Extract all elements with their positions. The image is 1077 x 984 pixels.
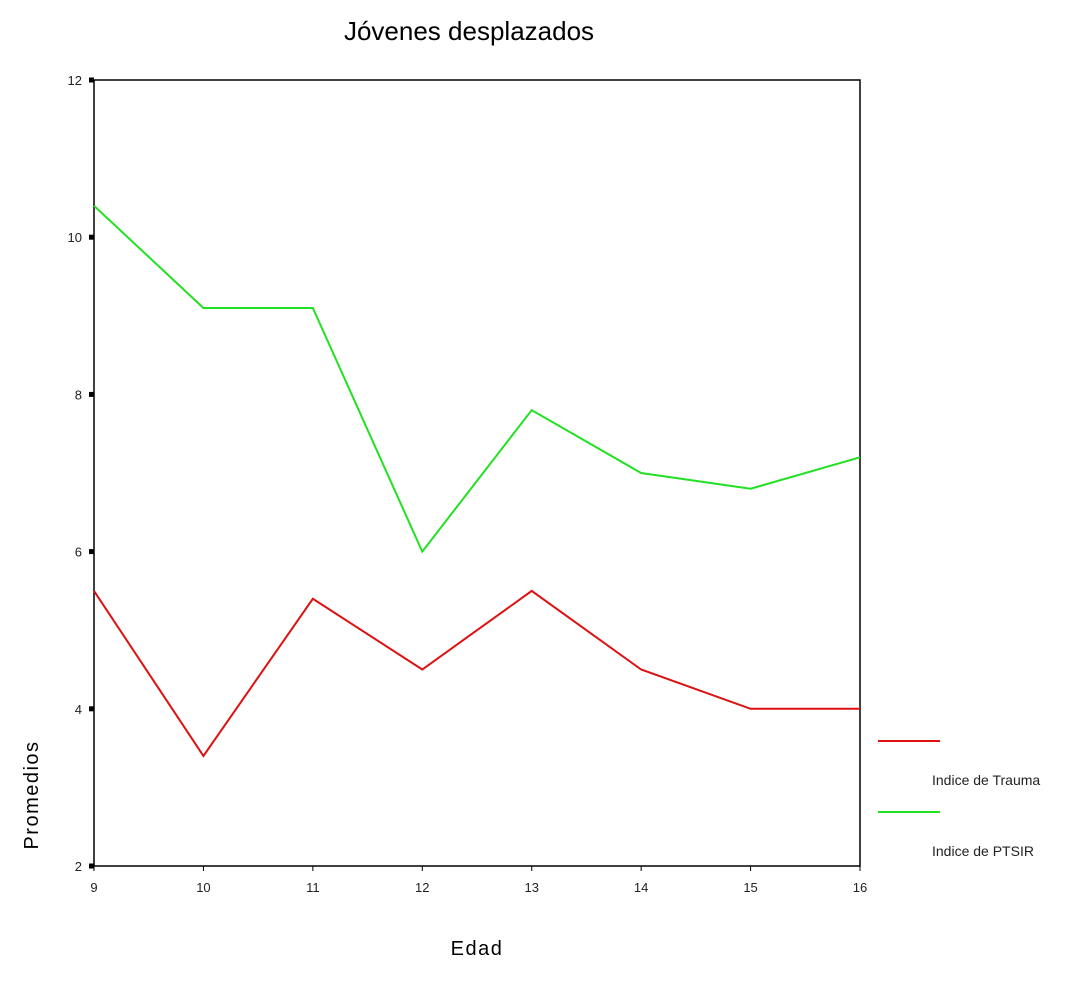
y-tick-label: 2 xyxy=(75,859,82,874)
y-tick-label: 6 xyxy=(75,545,82,560)
y-tick-mark xyxy=(89,863,94,869)
y-tick-mark xyxy=(89,549,94,555)
y-tick-mark xyxy=(89,706,94,712)
series-line-ptsir xyxy=(93,205,861,554)
x-tick-label: 9 xyxy=(90,880,97,895)
x-tick-label: 11 xyxy=(306,880,320,895)
chart-title: Jóvenes desplazados xyxy=(344,16,594,46)
x-tick-label: 16 xyxy=(853,880,867,895)
y-tick-label: 12 xyxy=(68,73,82,88)
y-axis-ticks: 2 4 6 8 10 12 xyxy=(68,73,94,874)
series-layer xyxy=(93,205,861,758)
y-tick-label: 4 xyxy=(75,702,82,717)
y-tick-mark xyxy=(89,77,94,83)
y-tick-mark xyxy=(89,391,94,397)
x-tick-label: 12 xyxy=(415,880,429,895)
x-tick-label: 14 xyxy=(634,880,648,895)
x-axis-label: Edad xyxy=(451,938,504,960)
y-tick-mark xyxy=(89,234,94,240)
y-tick-label: 10 xyxy=(68,230,82,245)
x-tick-label: 13 xyxy=(524,880,538,895)
series-line-trauma xyxy=(93,589,860,758)
y-axis-label: Promedios xyxy=(21,740,43,849)
y-tick-label: 8 xyxy=(75,387,82,402)
x-tick-label: 15 xyxy=(743,880,757,895)
legend-label: Indice de Trauma xyxy=(932,772,1040,788)
plot-area-frame xyxy=(93,79,861,867)
x-axis-ticks: 9 10 11 12 13 14 15 16 xyxy=(90,866,867,895)
legend-label: Indice de PTSIR xyxy=(932,843,1034,859)
legend: Indice de Trauma Indice de PTSIR xyxy=(878,740,1040,859)
x-tick-label: 10 xyxy=(196,880,210,895)
